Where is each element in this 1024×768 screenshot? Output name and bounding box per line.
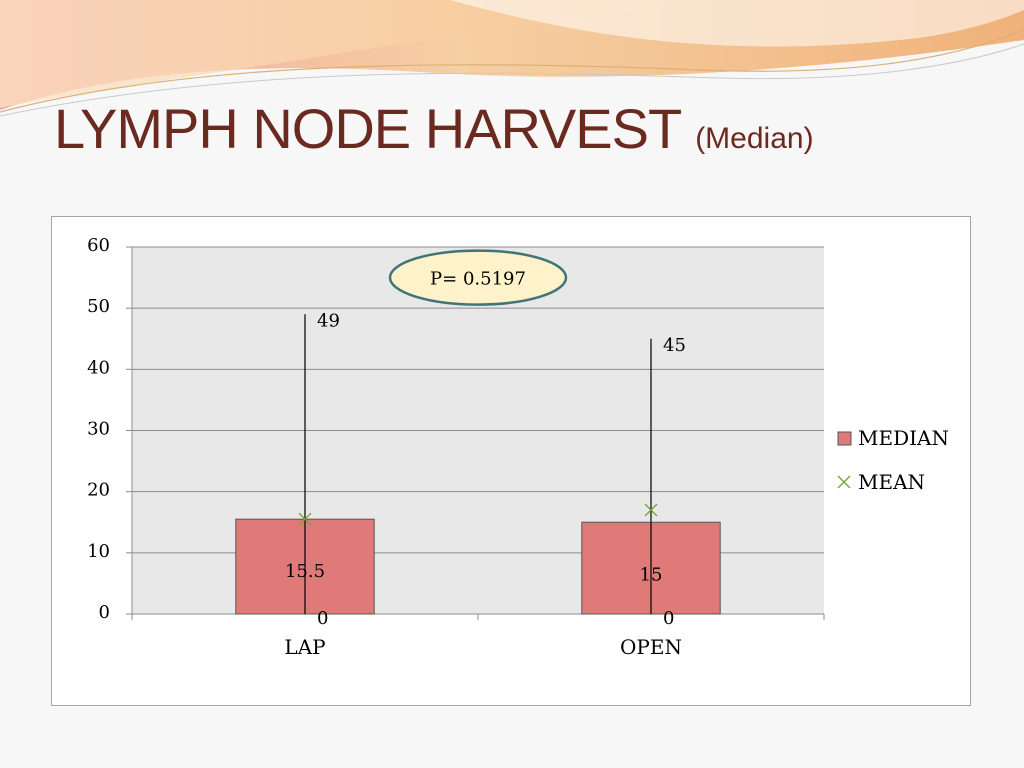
y-tick-label: 0 [99,602,110,623]
data-label-low: 0 [317,608,328,629]
y-tick-label: 10 [87,541,110,562]
mean-marker [644,503,658,517]
p-value-label: P= 0.5197 [430,269,526,290]
p-value-ellipse [388,249,568,306]
y-tick-label: 60 [87,235,110,256]
decorative-banner [0,0,1024,117]
mean-marker [298,512,312,526]
mean-markers [298,503,658,526]
data-label-median: 15.5 [285,561,325,582]
marker-stroke [644,503,658,517]
data-labels: 49 45 0 0 15.5 15 [285,310,686,629]
axes: 0 10 20 30 40 50 60 LAP OPEN [87,235,825,659]
legend-label-mean: MEAN [858,470,925,494]
slide-title: LYMPH NODE HARVEST (Median) [54,96,814,161]
y-tick-label: 20 [87,480,110,501]
legend-marker-mean [837,475,851,489]
legend-swatch-median [837,431,852,446]
legend-label-median: MEDIAN [858,426,949,450]
data-label-median: 15 [640,564,663,585]
legend-mean-x [837,475,851,489]
data-label-high: 49 [317,310,340,331]
slide-title-subtitle: (Median) [695,122,814,155]
marker-stroke [837,475,851,489]
chart-frame: 0 10 20 30 40 50 60 LAP OPEN MEDIAN MEAN 49 45 0 0 1… [51,216,971,706]
legend: MEDIAN MEAN [837,426,949,494]
x-category-label: LAP [284,635,325,659]
data-label-low: 0 [663,608,674,629]
marker-stroke [298,512,312,526]
y-tick-label: 40 [87,357,110,378]
y-tick-label: 50 [87,296,110,317]
y-tick-label: 30 [87,419,110,440]
p-value-annotation: P= 0.5197 [388,249,568,306]
data-label-high: 45 [663,335,686,356]
slide-title-main: LYMPH NODE HARVEST [54,97,682,160]
x-category-label: OPEN [620,635,682,659]
chart: 0 10 20 30 40 50 60 LAP OPEN MEDIAN MEAN 49 45 0 0 1… [87,235,949,659]
